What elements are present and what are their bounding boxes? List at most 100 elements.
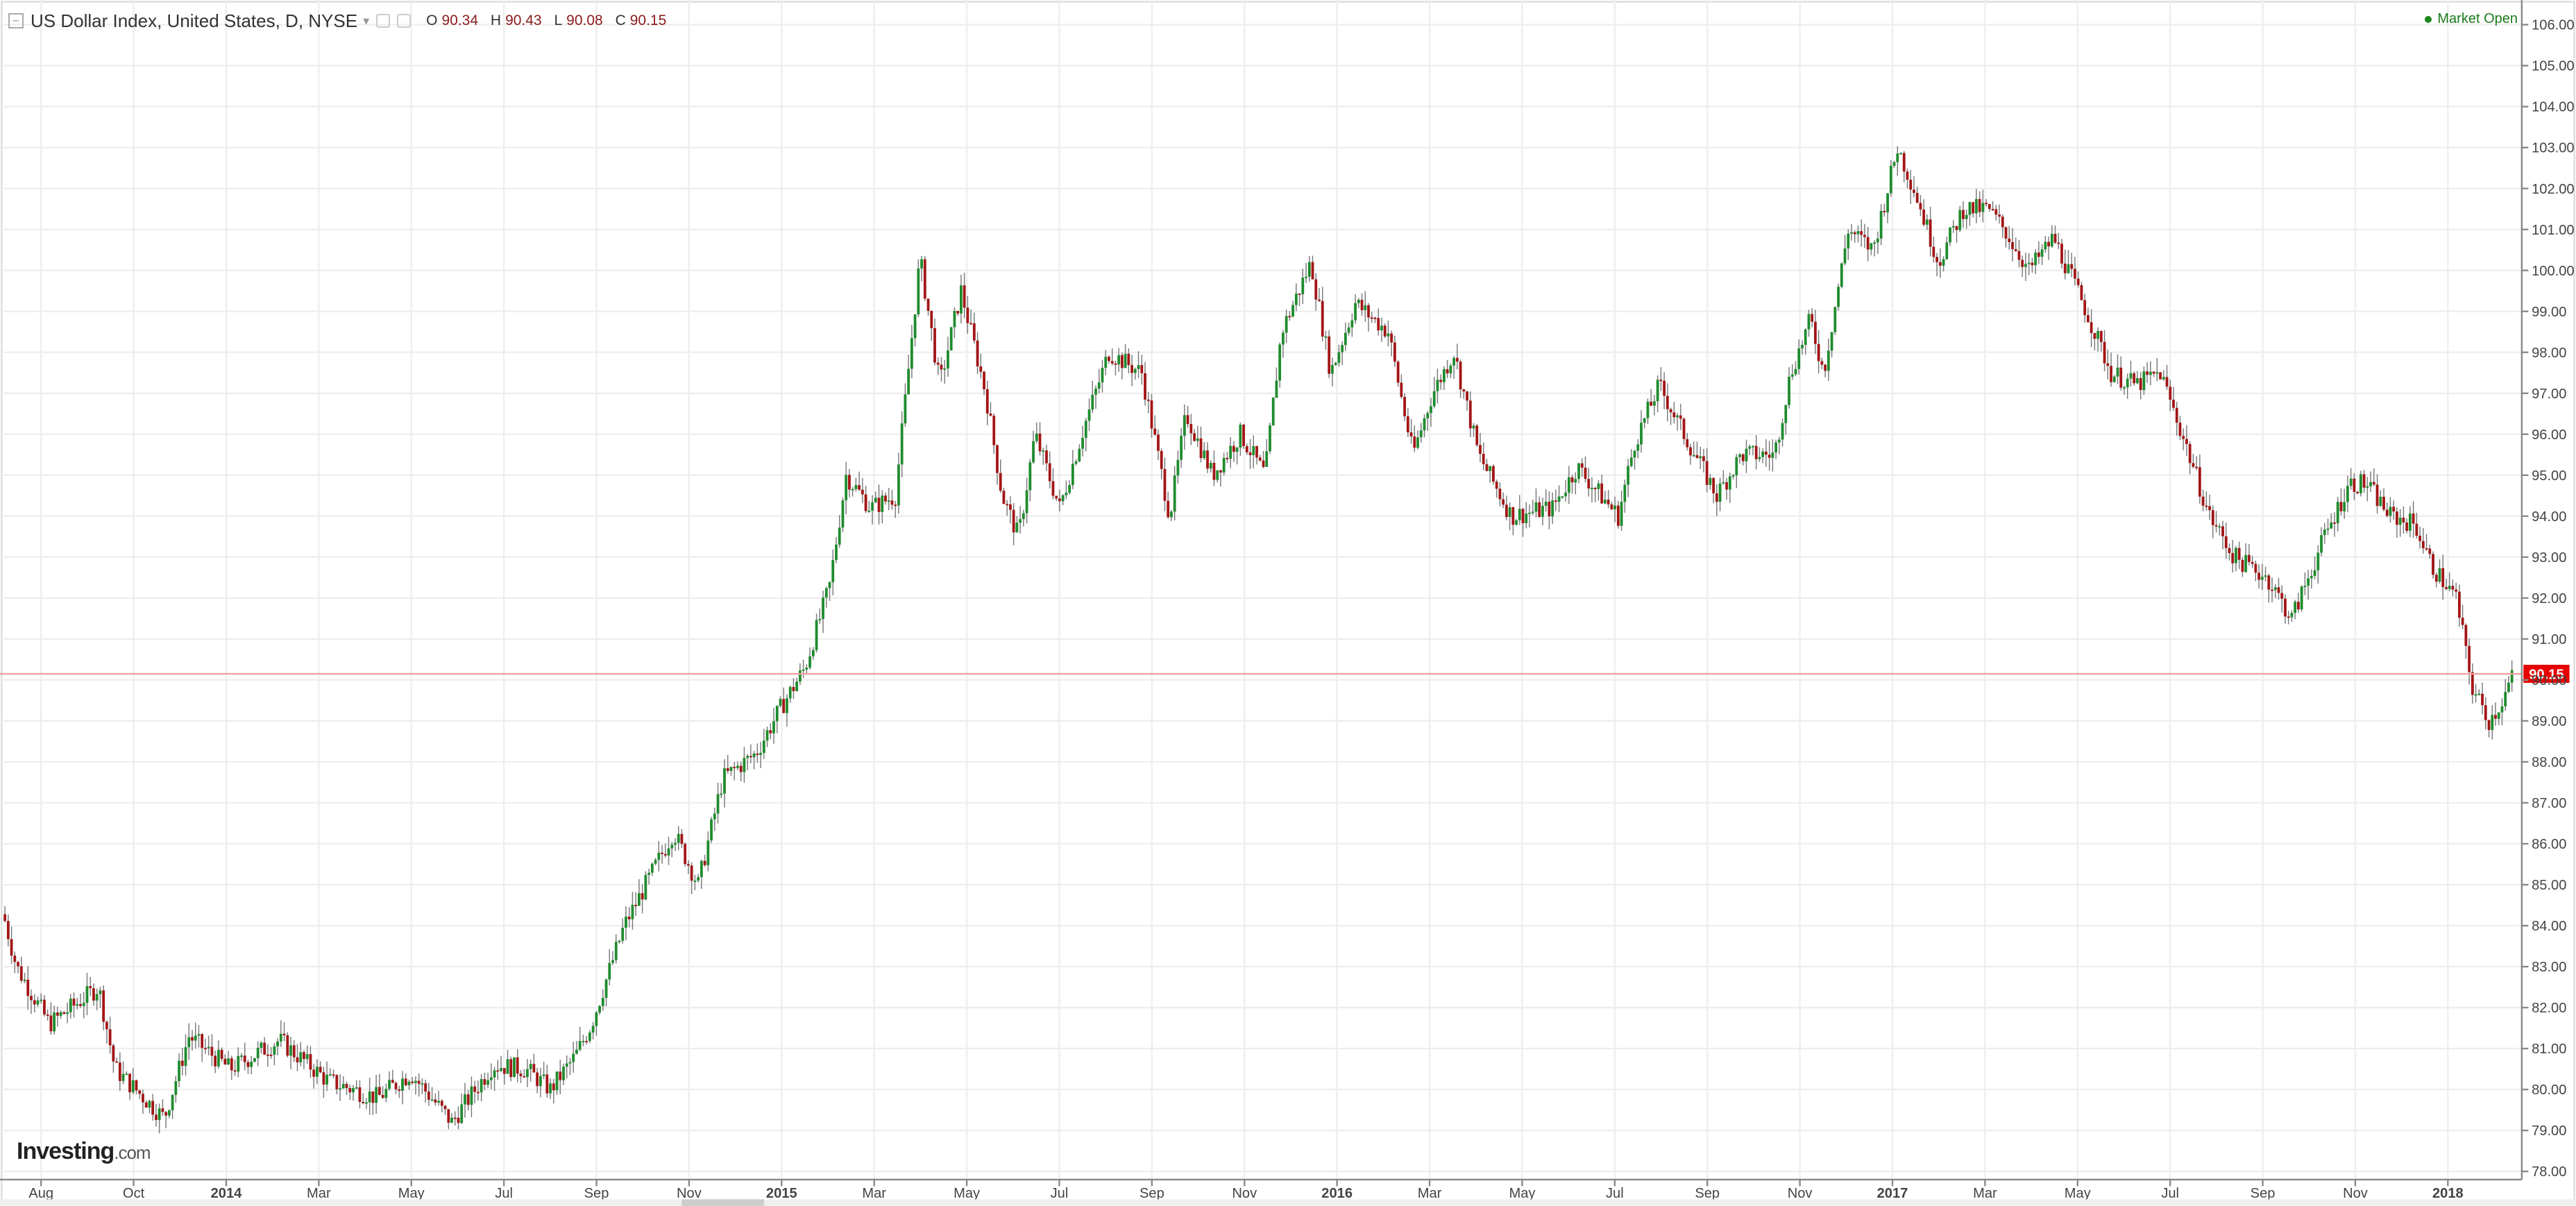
candle-body (1604, 500, 1607, 504)
candle-body (641, 893, 644, 900)
candle-body (394, 1082, 398, 1089)
candle-body (1019, 519, 1022, 523)
candle-body (210, 1046, 214, 1056)
candle-body (1932, 246, 1935, 257)
price-tick-label: 103.00 (2532, 141, 2575, 156)
candle-body (1892, 162, 1896, 166)
candle-body (1380, 325, 1383, 331)
candle-body (940, 364, 943, 370)
candle-body (631, 904, 634, 919)
candle-body (910, 338, 913, 369)
candle-body (1879, 210, 1883, 239)
scrollbar-thumb[interactable] (681, 1199, 764, 1206)
chevron-down-icon[interactable]: ▾ (363, 13, 370, 28)
candle-body (473, 1086, 477, 1092)
candle-body (969, 323, 972, 325)
time-tick-label: Mar (307, 1186, 331, 1201)
candle-body (568, 1062, 572, 1064)
last-price-line: 90.15 (0, 665, 2570, 683)
candle-body (1216, 470, 1219, 480)
candle-body (2099, 331, 2103, 342)
candle-body (703, 860, 706, 865)
candle-body (256, 1048, 260, 1058)
candle-body (1482, 454, 1485, 464)
price-axis[interactable]: 106.00 105.00 104.00 103.00 102.00 101.00 100.… (2521, 18, 2575, 1180)
candle-body (437, 1101, 440, 1103)
candle-body (1768, 455, 1771, 458)
candle-body (2369, 482, 2372, 486)
candle-body (1108, 357, 1110, 362)
candle-body (930, 310, 933, 328)
candle-body (1314, 279, 1318, 300)
candle-body (1883, 210, 1886, 212)
candle-body (1432, 391, 1436, 407)
candle-body (966, 307, 969, 323)
candle-body (795, 681, 799, 691)
candle-body (1600, 483, 1604, 504)
candle-body (985, 389, 989, 414)
candle-body (457, 1117, 460, 1123)
candle-body (2024, 264, 2027, 267)
candle-body (1975, 198, 1978, 214)
candle-body (417, 1080, 421, 1084)
candle-body (943, 368, 947, 370)
candle-body (1002, 491, 1006, 504)
candle-body (282, 1033, 286, 1036)
settings-icon[interactable] (376, 14, 391, 28)
price-tick-label: 106.00 (2532, 18, 2575, 33)
candle-body (2090, 322, 2093, 333)
candle-body (1929, 219, 1932, 247)
candle-body (1577, 463, 1580, 479)
candle-body (447, 1109, 450, 1123)
symbol-title[interactable]: US Dollar Index, United States, D, NYSE (31, 10, 358, 31)
candle-body (2211, 510, 2214, 525)
close-icon[interactable] (397, 14, 412, 28)
candle-body (1725, 482, 1728, 490)
candle-body (214, 1055, 217, 1067)
candle-body (59, 1012, 62, 1016)
price-tick-label: 104.00 (2532, 100, 2575, 115)
candle-body (972, 323, 976, 341)
candle-body (1370, 317, 1373, 319)
candle-body (434, 1099, 437, 1103)
candle-body (1761, 451, 1765, 457)
candle-body (1754, 445, 1758, 459)
candle-body (2418, 536, 2421, 541)
open-label: O (426, 12, 438, 28)
candle-body (1548, 502, 1551, 517)
candle-body (1364, 305, 1367, 311)
candle-body (2047, 241, 2050, 247)
candle-body (877, 498, 881, 512)
price-tick-label: 92.00 (2532, 591, 2566, 606)
candle-body (2175, 407, 2178, 423)
candle-body (1557, 496, 1561, 502)
candle-body (1071, 464, 1074, 485)
candle-body (464, 1094, 466, 1105)
candle-body (1636, 444, 1640, 451)
candle-body (2316, 552, 2320, 570)
horizontal-scrollbar[interactable] (0, 1199, 2576, 1206)
candle-body (824, 588, 828, 598)
candle-body (582, 1041, 585, 1043)
collapse-icon[interactable]: – (8, 13, 24, 28)
candle-body (2251, 561, 2254, 564)
candle-body (519, 1073, 523, 1076)
candle-body (2277, 587, 2280, 593)
candle-body (775, 706, 779, 722)
candle-body (1534, 502, 1538, 512)
candle-body (79, 1004, 82, 1006)
candle-body (1137, 365, 1140, 369)
candle-body (217, 1049, 220, 1067)
time-tick-label: 2015 (766, 1186, 797, 1201)
candle-body (118, 1062, 121, 1081)
candle-body (913, 314, 917, 339)
candle-body (513, 1057, 516, 1078)
candle-body (292, 1045, 296, 1058)
price-tick-label: 85.00 (2532, 878, 2566, 893)
candle-body (2244, 554, 2248, 572)
time-axis[interactable]: Aug Oct 2014 Mar May Jul Sep Nov 2015 Mar May Jul Se… (28, 1179, 2464, 1201)
candle-body (328, 1074, 332, 1076)
candle-body (2152, 371, 2155, 374)
candle-body (1426, 413, 1430, 418)
